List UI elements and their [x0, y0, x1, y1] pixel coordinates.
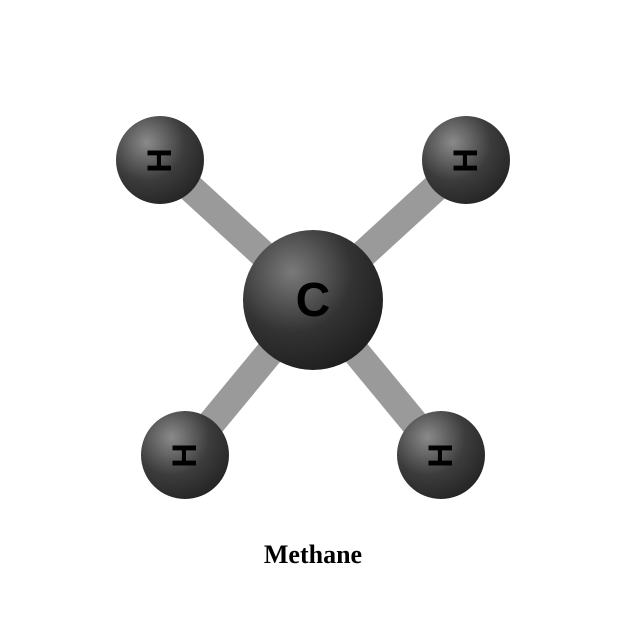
atom-label: H	[447, 148, 486, 173]
hydrogen-atom-3: H	[397, 411, 485, 499]
atom-label: H	[422, 443, 461, 468]
molecule-caption: Methane	[0, 540, 626, 570]
carbon-atom: C	[243, 230, 383, 370]
atom-label: C	[296, 273, 331, 328]
atom-label: H	[141, 148, 180, 173]
hydrogen-atom-0: H	[116, 116, 204, 204]
molecule-diagram: { "molecule_name": "Methane", "type": "m…	[0, 0, 626, 626]
hydrogen-atom-2: H	[141, 411, 229, 499]
hydrogen-atom-1: H	[422, 116, 510, 204]
atom-label: H	[166, 443, 205, 468]
